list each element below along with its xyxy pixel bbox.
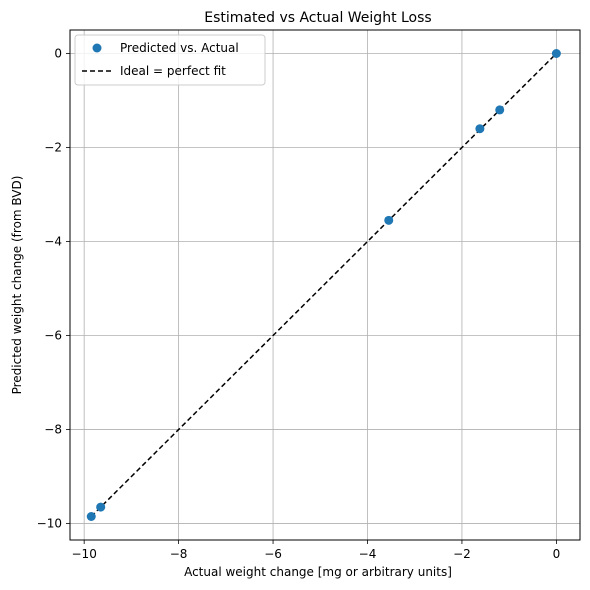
- data-points: [86, 49, 561, 521]
- data-point: [551, 49, 561, 59]
- chart-title: Estimated vs Actual Weight Loss: [204, 10, 431, 26]
- x-axis-ticks: −10 −8 −6 −4 −2 0: [72, 540, 561, 561]
- y-tick-label: −4: [44, 235, 62, 249]
- x-tick-label: −10: [72, 547, 97, 561]
- legend-label-scatter: Predicted vs. Actual: [120, 41, 239, 55]
- x-tick-label: −4: [359, 547, 377, 561]
- plot-frame: [69, 29, 581, 541]
- legend-label-line: Ideal = perfect fit: [120, 64, 226, 78]
- y-axis-ticks: −10 −8 −6 −4 −2 0: [37, 47, 70, 531]
- y-tick-label: −8: [44, 423, 62, 437]
- y-tick-label: 0: [54, 47, 62, 61]
- x-tick-label: −2: [453, 547, 471, 561]
- data-point: [475, 124, 485, 134]
- y-tick-label: −6: [44, 329, 62, 343]
- data-point: [96, 502, 106, 512]
- legend: Predicted vs. Actual Ideal = perfect fit: [74, 34, 266, 86]
- data-point: [384, 215, 394, 225]
- x-axis-label: Actual weight change [mg or arbitrary un…: [184, 565, 452, 579]
- data-point: [495, 105, 505, 115]
- x-tick-label: 0: [553, 547, 561, 561]
- x-tick-label: −6: [264, 547, 282, 561]
- y-tick-label: −10: [37, 517, 62, 531]
- data-point: [86, 511, 96, 521]
- x-tick-label: −8: [170, 547, 188, 561]
- y-tick-label: −2: [44, 141, 62, 155]
- legend-marker-scatter: [92, 43, 102, 53]
- y-axis-label: Predicted weight change (from BVD): [10, 176, 24, 395]
- legend-box: [74, 34, 266, 86]
